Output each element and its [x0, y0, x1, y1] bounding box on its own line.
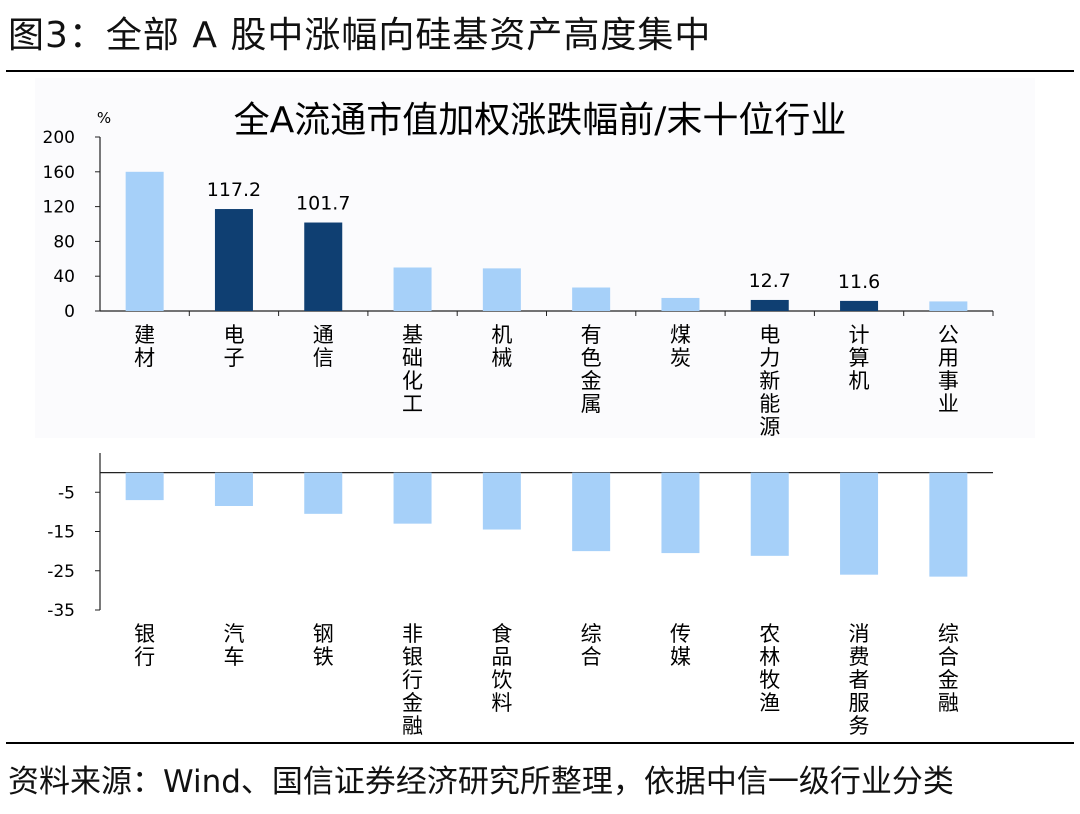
upper-y-tick-label: 200: [43, 128, 75, 148]
upper-data-label: 12.7: [749, 270, 791, 292]
upper-plot-background: [35, 78, 1035, 438]
upper-bar: [840, 300, 879, 311]
upper-bar: [572, 287, 611, 311]
lower-category-label: 综合: [581, 622, 602, 669]
upper-data-label: 101.7: [296, 193, 350, 215]
bottom-rule: [6, 742, 1074, 744]
lower-category-label: 汽车: [223, 622, 244, 669]
lower-category-label: 农林牧渔: [759, 622, 780, 715]
upper-category-label: 基础化工: [402, 323, 423, 416]
upper-category-label: 电力新能源: [759, 323, 780, 439]
upper-category-label: 计算机: [849, 323, 870, 393]
bar-chart: 全A流通市值加权涨跌幅前/末十位行业 % 0 40 80 120 160 200 建材 117…: [35, 78, 1035, 738]
upper-y-tick-label: 80: [53, 232, 75, 252]
lower-y-tick-label: -15: [47, 523, 75, 543]
lower-category-label: 食品饮料: [491, 622, 512, 715]
upper-bar: [125, 171, 164, 311]
upper-bar: [482, 268, 521, 311]
lower-bar: [661, 472, 700, 554]
unit-label: %: [97, 109, 111, 127]
source-note: 资料来源：Wind、国信证券经济研究所整理，依据中信一级行业分类: [8, 764, 954, 800]
upper-category-label: 公用事业: [938, 323, 959, 416]
upper-category-label: 电子: [223, 323, 244, 370]
upper-y-tick-label: 0: [64, 302, 75, 322]
upper-bar: [750, 299, 789, 311]
lower-bar: [750, 472, 789, 556]
upper-category-label: 有色金属: [581, 323, 602, 416]
upper-category-label: 建材: [134, 323, 155, 370]
upper-bar: [304, 222, 343, 311]
lower-y-tick-label: -5: [58, 483, 75, 503]
lower-category-label: 综合金融: [938, 622, 959, 715]
lower-category-label: 消费者服务: [849, 622, 870, 738]
lower-bar: [214, 472, 253, 506]
upper-bar: [929, 301, 968, 311]
chart-title: 全A流通市值加权涨跌幅前/末十位行业: [234, 100, 847, 141]
upper-bar: [393, 267, 432, 311]
upper-bar: [214, 209, 253, 311]
upper-data-label: 117.2: [207, 179, 261, 201]
upper-data-label: 11.6: [838, 271, 880, 293]
lower-bar: [393, 472, 432, 524]
lower-bar: [572, 472, 611, 552]
lower-category-label: 传媒: [670, 622, 691, 669]
upper-y-tick-label: 120: [43, 198, 75, 218]
lower-category-label: 钢铁: [313, 622, 334, 669]
upper-category-label: 通信: [313, 323, 334, 370]
lower-y-tick-label: -35: [47, 601, 75, 621]
lower-bar: [482, 472, 521, 530]
top-rule: [6, 70, 1074, 72]
lower-bar: [304, 472, 343, 514]
lower-category-label: 银行: [134, 622, 155, 669]
upper-bar: [661, 297, 700, 311]
upper-y-tick-label: 160: [43, 163, 75, 183]
lower-bar: [929, 472, 968, 577]
lower-bar: [840, 472, 879, 575]
lower-category-label: 非银行金融: [402, 622, 423, 738]
lower-y-tick-label: -25: [47, 562, 75, 582]
figure-title: 图3：全部 A 股中涨幅向硅基资产高度集中: [8, 15, 712, 56]
upper-category-label: 煤炭: [670, 323, 691, 370]
upper-y-tick-label: 40: [53, 267, 75, 287]
lower-bar: [125, 472, 164, 501]
upper-category-label: 机械: [491, 323, 512, 370]
